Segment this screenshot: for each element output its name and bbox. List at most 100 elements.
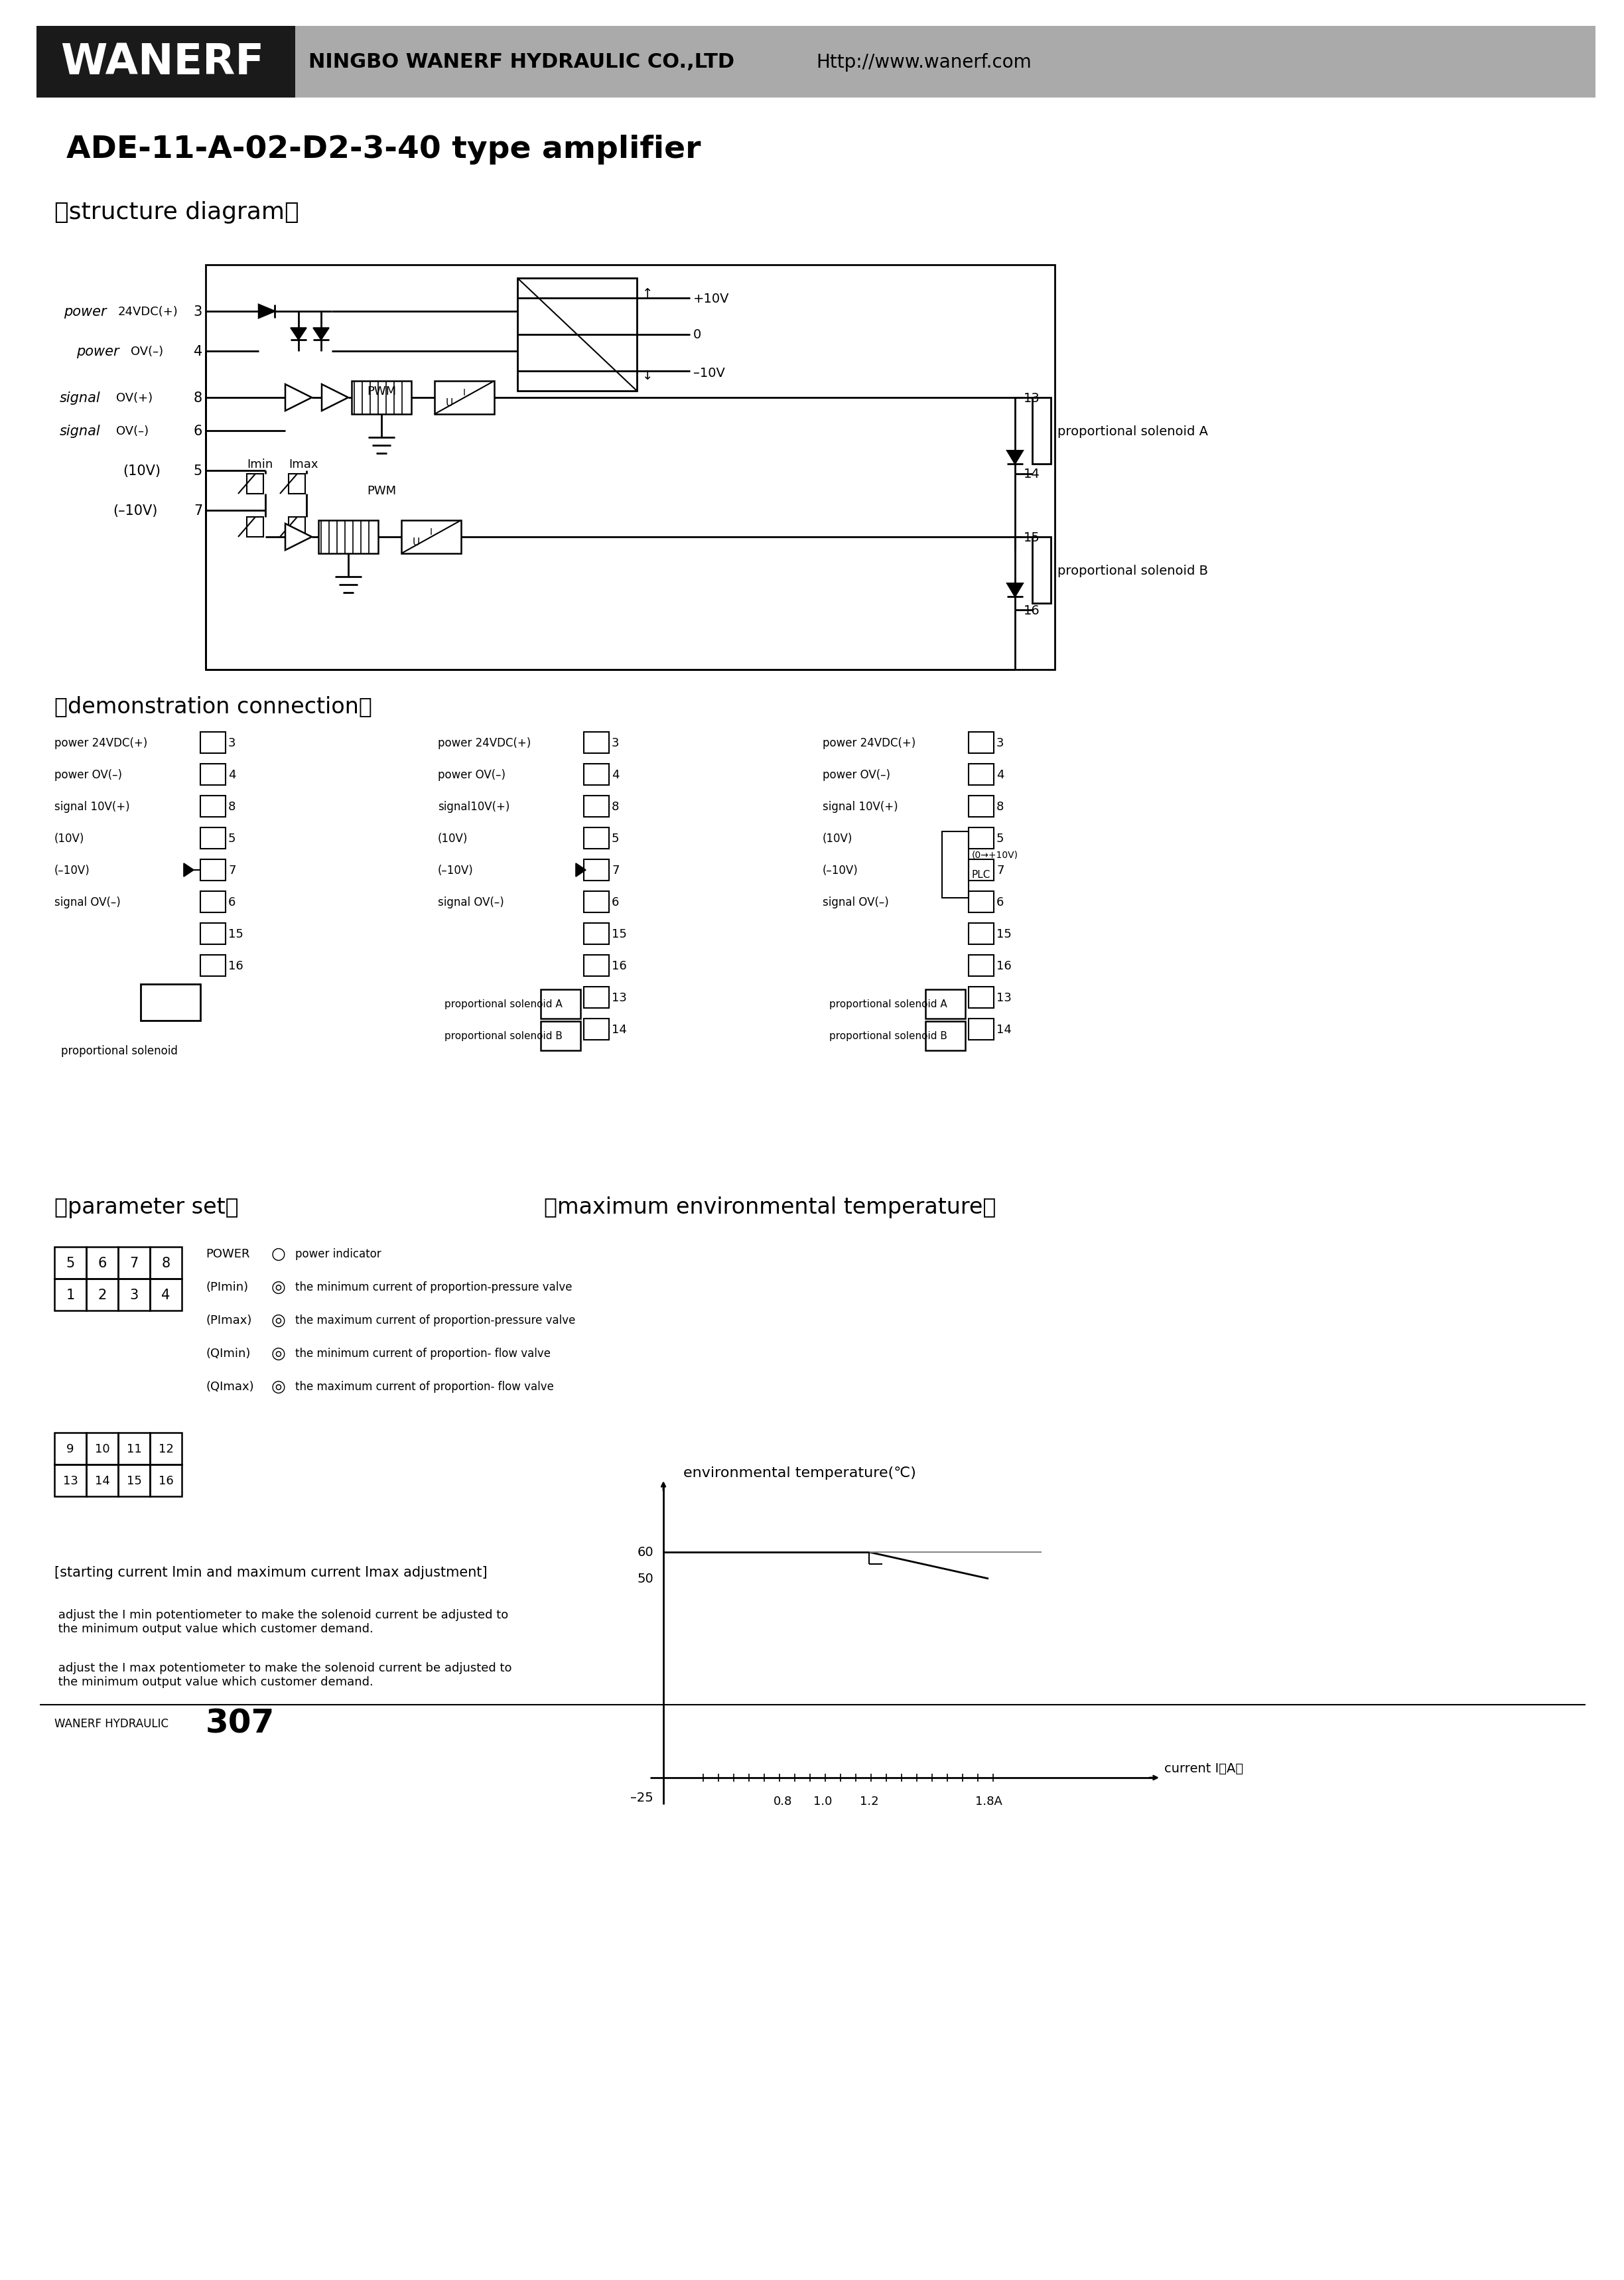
Bar	[541, 990, 580, 1019]
Text: PWM: PWM	[367, 385, 396, 397]
Text: the maximum current of proportion-pressure valve: the maximum current of proportion-pressu…	[296, 1313, 575, 1327]
Text: proportional solenoid B: proportional solenoid B	[445, 1031, 562, 1042]
Polygon shape	[286, 524, 312, 549]
Text: 【structure diagram】: 【structure diagram】	[54, 201, 299, 223]
Text: 12: 12	[158, 1443, 174, 1455]
Polygon shape	[258, 306, 274, 319]
Text: 0: 0	[693, 328, 702, 342]
Bar	[200, 955, 226, 976]
Bar	[119, 1279, 149, 1311]
Text: proportional solenoid B: proportional solenoid B	[830, 1031, 947, 1042]
Text: proportional solenoid: proportional solenoid	[62, 1044, 177, 1056]
Bar	[435, 381, 494, 415]
Bar	[926, 1021, 965, 1051]
Polygon shape	[286, 385, 312, 410]
Text: 6: 6	[97, 1256, 107, 1270]
Bar	[968, 1019, 994, 1040]
Text: OV(+): OV(+)	[115, 392, 153, 404]
Polygon shape	[1007, 584, 1023, 597]
Text: 11: 11	[127, 1443, 141, 1455]
Polygon shape	[577, 864, 586, 878]
Polygon shape	[313, 328, 330, 340]
Text: proportional solenoid B: proportional solenoid B	[1057, 563, 1208, 577]
Bar	[583, 955, 609, 976]
Text: 16: 16	[158, 1475, 174, 1487]
Text: 5: 5	[997, 832, 1004, 844]
Text: ↓: ↓	[641, 369, 653, 383]
Bar	[583, 828, 609, 848]
Bar	[583, 860, 609, 880]
Text: proportional solenoid A: proportional solenoid A	[445, 999, 562, 1010]
Text: 1.2: 1.2	[859, 1794, 879, 1808]
Text: [starting current Imin and maximum current Imax adjustment]: [starting current Imin and maximum curre…	[54, 1566, 487, 1578]
Text: power 24VDC(+): power 24VDC(+)	[54, 736, 148, 748]
Text: 1.8A: 1.8A	[974, 1794, 1002, 1808]
Text: (PImax): (PImax)	[206, 1313, 252, 1327]
Text: proportional solenoid A: proportional solenoid A	[830, 999, 947, 1010]
Text: Http://www.wanerf.com: Http://www.wanerf.com	[815, 52, 1031, 71]
Text: (–10V): (–10V)	[112, 504, 158, 518]
Text: NINGBO WANERF HYDRAULIC CO.,LTD: NINGBO WANERF HYDRAULIC CO.,LTD	[309, 52, 734, 73]
Text: 15: 15	[612, 928, 627, 939]
Text: signal 10V(+): signal 10V(+)	[823, 800, 898, 812]
Text: ◎: ◎	[271, 1313, 286, 1327]
Text: 4: 4	[193, 344, 203, 358]
Bar	[583, 987, 609, 1008]
Text: 5: 5	[67, 1256, 75, 1270]
Text: ◎: ◎	[271, 1345, 286, 1361]
Text: signal OV(–): signal OV(–)	[54, 896, 120, 907]
Bar	[200, 796, 226, 816]
Text: 6: 6	[997, 896, 1004, 907]
Text: 3: 3	[229, 736, 235, 748]
Bar	[206, 264, 1056, 670]
Text: power indicator: power indicator	[296, 1247, 382, 1261]
Text: 3: 3	[193, 306, 203, 319]
Text: power 24VDC(+): power 24VDC(+)	[438, 736, 531, 748]
Text: 7: 7	[612, 864, 619, 876]
Text: –25: –25	[630, 1792, 653, 1803]
Text: U: U	[412, 538, 421, 547]
Text: 4: 4	[612, 768, 619, 780]
Text: power OV(–): power OV(–)	[823, 768, 890, 780]
Text: 307: 307	[206, 1708, 274, 1740]
Text: –10V: –10V	[693, 367, 724, 378]
Text: 【maximum environmental temperature】: 【maximum environmental temperature】	[544, 1197, 996, 1218]
Bar	[968, 987, 994, 1008]
Bar	[968, 828, 994, 848]
Bar	[518, 278, 637, 392]
Text: (10V): (10V)	[54, 832, 84, 844]
Bar	[54, 1464, 86, 1496]
Text: 7: 7	[193, 504, 203, 518]
Text: 8: 8	[193, 392, 203, 404]
Polygon shape	[1007, 451, 1023, 465]
Text: 6: 6	[193, 424, 203, 438]
Text: 【parameter set】: 【parameter set】	[54, 1197, 239, 1218]
Text: 0.8: 0.8	[773, 1794, 793, 1808]
Text: ADE-11-A-02-D2-3-40 type amplifier: ADE-11-A-02-D2-3-40 type amplifier	[67, 135, 702, 164]
Bar	[200, 732, 226, 755]
Text: 8: 8	[229, 800, 235, 812]
Bar	[968, 955, 994, 976]
Text: power OV(–): power OV(–)	[54, 768, 122, 780]
Text: 2: 2	[97, 1288, 107, 1302]
Text: 13: 13	[997, 992, 1012, 1003]
Bar	[583, 923, 609, 944]
Bar	[926, 990, 965, 1019]
Text: (–10V): (–10V)	[438, 864, 474, 876]
Text: Imax: Imax	[289, 458, 318, 470]
Text: 7: 7	[229, 864, 235, 876]
Text: (10V): (10V)	[438, 832, 468, 844]
Text: 16: 16	[229, 960, 244, 971]
Text: power OV(–): power OV(–)	[438, 768, 505, 780]
Text: 7: 7	[130, 1256, 138, 1270]
Text: proportional solenoid A: proportional solenoid A	[1057, 424, 1208, 438]
Text: the minimum current of proportion- flow valve: the minimum current of proportion- flow …	[296, 1347, 551, 1359]
Text: 8: 8	[997, 800, 1004, 812]
Text: (PImin): (PImin)	[206, 1281, 248, 1293]
Text: 1.0: 1.0	[814, 1794, 831, 1808]
Bar	[968, 764, 994, 784]
Bar	[583, 764, 609, 784]
Text: environmental temperature(℃): environmental temperature(℃)	[684, 1466, 916, 1480]
Bar	[296, 27, 1595, 98]
Text: ◎: ◎	[271, 1379, 286, 1395]
